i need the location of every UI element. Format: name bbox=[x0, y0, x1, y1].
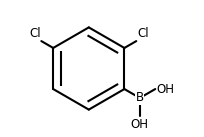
Text: Cl: Cl bbox=[29, 27, 40, 40]
Text: OH: OH bbox=[130, 118, 148, 131]
Text: OH: OH bbox=[155, 83, 173, 95]
Text: Cl: Cl bbox=[136, 27, 148, 40]
Text: B: B bbox=[135, 92, 143, 104]
